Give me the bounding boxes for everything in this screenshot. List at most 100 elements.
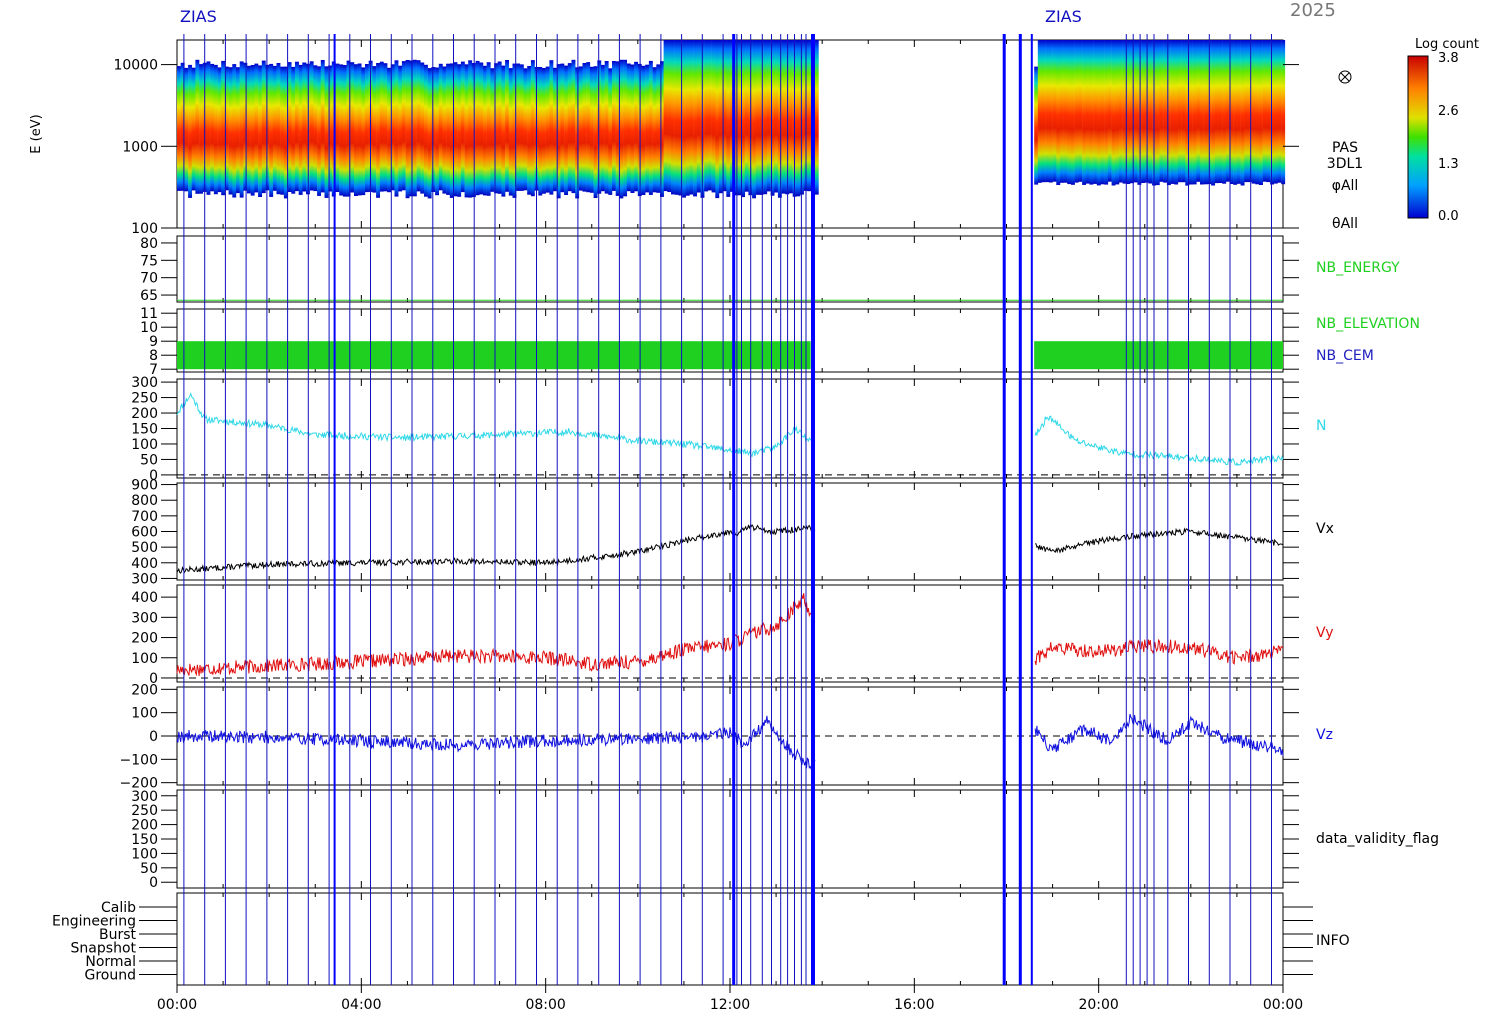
spectrogram-column [206,61,211,195]
spectrogram-column [578,66,583,191]
spectrogram-column [1085,40,1090,184]
into-page-icon [1338,70,1352,84]
spectrogram-column [770,40,775,196]
spectrogram-column [667,40,672,192]
spectrogram-column [291,66,296,194]
year-label: 2025 [1290,0,1336,21]
spectrogram-column [199,64,204,194]
colorbar: Log count 3.8 2.6 1.3 0.0 [1407,37,1479,224]
colorbar-tick-2: 2.6 [1438,104,1459,119]
spectrogram-column [328,65,333,192]
spectrogram-column [1273,40,1278,184]
spectrogram-column [597,60,602,194]
spectrogram-column [523,68,528,191]
panel-4-ytick-label-2: 700 [131,509,158,525]
spectrogram-column [217,67,222,193]
series-n-line [176,391,1284,467]
spectrogram-column [365,64,369,193]
spectrogram-column [626,63,631,192]
spectrogram-column [490,68,495,192]
spectrogram-column [685,40,690,196]
spectrogram-column [741,40,746,198]
panel-3-ytick-label-0: 300 [131,375,158,391]
spectrogram-column [239,61,244,198]
spectrogram-column [405,60,410,199]
panel-7-ytick-label-0: 300 [131,789,158,805]
spectrogram-column [796,40,801,197]
spectrogram-column [545,66,550,193]
spectrogram-column [663,40,668,192]
spectrogram-column [1229,40,1234,184]
panel-frame-3 [176,378,1284,479]
spectrogram-column [619,59,624,199]
spectrogram-column [1122,40,1127,184]
colorbar-tick-3: 1.3 [1438,157,1459,172]
panel-1-ytick-label-0: 80 [140,236,158,252]
spectrogram-column [1148,40,1153,184]
spectrogram-column [538,67,543,196]
spectrogram-column [1196,40,1201,182]
spectrogram-column [656,64,661,193]
spectrogram-column [221,60,226,196]
spectrogram-column [508,68,513,196]
spectrogram-column [464,64,469,198]
panel-4-ytick-label-0: 900 [131,478,158,494]
spectrogram-column [1100,40,1105,185]
spectrogram-column [512,63,517,198]
panel-3-ytick-label-2: 200 [131,406,158,422]
spectrogram-column [612,61,616,191]
spectrogram-column [623,59,628,197]
spectrogram-column [549,60,554,195]
info-category-ground: Ground [85,968,137,984]
instrument-label-phi: φAll [1332,178,1359,194]
spectrogram-column [258,65,263,198]
panel-0-ytick-label-2: 100 [131,221,158,237]
spectrogram-ylabel: E (eV) [29,114,44,153]
spectrogram-column [342,65,347,197]
panel-frame-7 [176,789,1284,889]
spectrogram-column [453,62,458,197]
spectrogram-column [250,65,255,196]
spectrogram-column [416,60,421,192]
spectrogram-column [1248,40,1252,183]
spectrogram-column [394,60,399,197]
panel-6-ytick-label-0: 200 [131,682,158,698]
nb-elevation-band-1 [1034,341,1283,370]
spectrogram-column [1177,40,1182,183]
spectrogram-column [1107,40,1112,182]
spectrogram-column [483,65,487,196]
panel-2-ytick-label-0: 11 [140,306,158,322]
spectrogram-column [298,64,303,195]
spectrogram-column [777,40,782,198]
x-tick-label-6: 00:00 [1263,997,1303,1013]
x-axis: 00:00 04:00 08:00 12:00 16:00 20:00 00:00 [157,985,1303,1013]
spectrogram-column [1236,40,1241,184]
panel-3-ytick-label-3: 150 [131,422,158,438]
spectrogram-column [1281,40,1286,185]
spectrogram-column [1141,40,1146,183]
spectrogram-column [1056,40,1061,185]
nb-cem-label: NB_CEM [1316,348,1374,364]
spectrogram-column [733,40,738,196]
spectrogram-column [601,64,605,192]
spectrogram-column [272,65,277,191]
spectrogram-column [1214,40,1219,184]
spectrogram-column [530,60,535,197]
panel-7-ytick-label-2: 200 [131,818,158,834]
panel-6-ytick-label-3: −100 [120,752,158,768]
spectrogram-column [1222,40,1227,184]
spectrogram-column [652,67,657,193]
spectrogram-column [1163,40,1168,183]
spectrogram-column [446,63,451,195]
spectrogram-column [1093,40,1098,184]
spectrogram-column [283,66,288,199]
x-tick-label-4: 16:00 [894,997,934,1013]
series-vx-line [176,524,1284,574]
spectrogram-column [660,61,664,197]
spectrogram-column [1133,40,1138,183]
spectrogram-column [553,67,557,192]
spectrogram-column [608,68,613,195]
spectrogram-column [781,40,786,194]
panel-2-ytick-label-1: 10 [140,320,158,336]
spectrogram-column [191,67,196,191]
